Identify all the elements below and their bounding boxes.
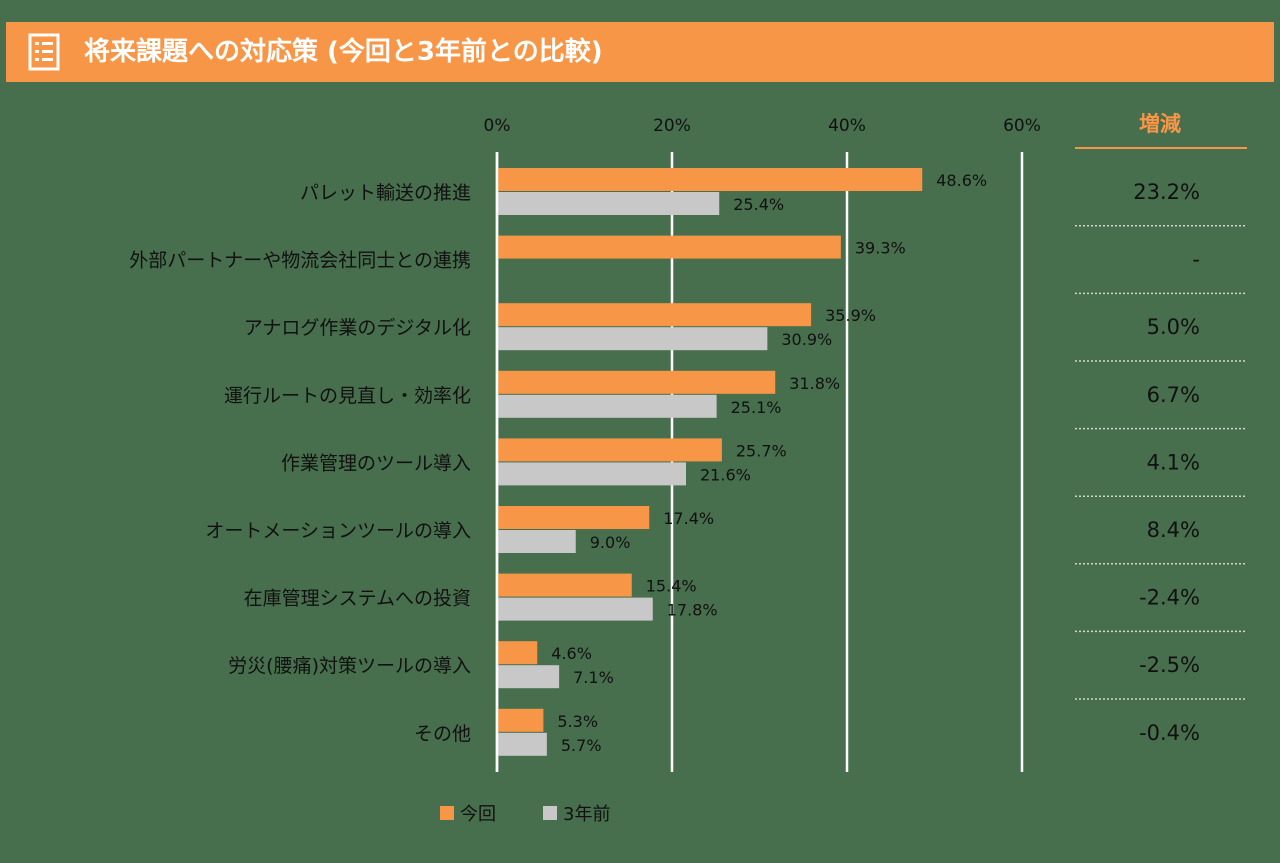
- category-label: パレット輸送の推進: [300, 182, 471, 204]
- category-label: オートメーションツールの導入: [205, 520, 471, 542]
- category-label: アナログ作業のデジタル化: [244, 317, 471, 339]
- bar-current: [497, 708, 544, 732]
- diff-value: -2.5%: [1139, 653, 1200, 677]
- value-label-previous: 25.4%: [733, 195, 784, 214]
- bar-previous: [497, 327, 768, 351]
- bar-current: [497, 641, 538, 665]
- category-label: 外部パートナーや物流会社同士との連携: [129, 250, 471, 272]
- legend-label-current: 今回: [460, 804, 496, 825]
- bar-current: [497, 370, 776, 394]
- category-label: 労災(腰痛)対策ツールの導入: [228, 655, 471, 677]
- bar-previous: [497, 462, 686, 486]
- bar-current: [497, 235, 841, 259]
- bar-previous: [497, 732, 547, 756]
- value-label-current: 4.6%: [551, 644, 592, 663]
- diff-value: 4.1%: [1147, 450, 1200, 474]
- bar-current: [497, 438, 722, 462]
- category-label: 作業管理のツール導入: [281, 452, 471, 474]
- value-label-current: 15.4%: [646, 577, 697, 596]
- legend-swatch-current: [440, 806, 454, 820]
- x-tick-label: 0%: [484, 116, 511, 136]
- legend-label-previous: 3年前: [563, 804, 610, 825]
- value-label-current: 35.9%: [825, 306, 876, 325]
- value-label-current: 31.8%: [789, 374, 840, 393]
- diff-value: -0.4%: [1139, 721, 1200, 745]
- chart-header: 将来課題への対応策 (今回と3年前との比較): [6, 22, 1274, 82]
- value-label-previous: 25.1%: [731, 398, 782, 417]
- diff-value: -2.4%: [1139, 586, 1200, 610]
- bar-previous: [497, 394, 717, 418]
- bar-current: [497, 573, 632, 597]
- bar-current: [497, 303, 812, 327]
- category-label: 運行ルートの見直し・効率化: [224, 385, 471, 407]
- bar-previous: [497, 597, 653, 621]
- value-label-previous: 17.8%: [667, 601, 718, 620]
- category-label: 在庫管理システムへの投資: [244, 588, 471, 610]
- value-label-current: 17.4%: [663, 509, 714, 528]
- chart-title: 将来課題への対応策 (今回と3年前との比較): [84, 37, 603, 67]
- diff-value: 6.7%: [1147, 383, 1200, 407]
- value-label-previous: 5.7%: [561, 736, 602, 755]
- category-label: その他: [414, 723, 471, 745]
- bar-current: [497, 168, 923, 191]
- value-label-current: 25.7%: [736, 441, 787, 460]
- legend-swatch-previous: [543, 806, 557, 820]
- value-label-previous: 7.1%: [573, 668, 614, 687]
- diff-value: 5.0%: [1147, 315, 1200, 339]
- bar-previous: [497, 530, 576, 553]
- diff-value: 23.2%: [1133, 180, 1200, 204]
- diff-header: 増減: [1139, 112, 1181, 136]
- diff-value: -: [1192, 248, 1200, 272]
- value-label-current: 5.3%: [557, 712, 598, 731]
- x-tick-label: 60%: [1003, 116, 1041, 136]
- x-tick-label: 20%: [653, 116, 691, 136]
- value-label-previous: 21.6%: [700, 465, 751, 484]
- list-document-icon: [28, 33, 60, 71]
- diff-value: 8.4%: [1147, 518, 1200, 542]
- bar-current: [497, 506, 650, 529]
- x-tick-label: 40%: [828, 116, 866, 136]
- bar-previous: [497, 665, 560, 689]
- value-label-previous: 9.0%: [590, 533, 631, 552]
- value-label-current: 48.6%: [936, 171, 987, 190]
- value-label-current: 39.3%: [855, 239, 906, 258]
- value-label-previous: 30.9%: [781, 330, 832, 349]
- bar-previous: [497, 192, 720, 215]
